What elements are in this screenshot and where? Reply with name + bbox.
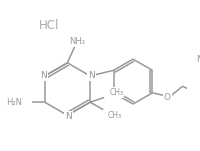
Text: CH₃: CH₃ xyxy=(109,88,123,97)
Text: O: O xyxy=(164,93,171,102)
Text: CH₃: CH₃ xyxy=(107,111,122,120)
Text: N: N xyxy=(40,71,47,80)
Text: NH₂: NH₂ xyxy=(69,37,85,46)
Text: H₂N: H₂N xyxy=(6,98,22,107)
Text: N: N xyxy=(88,71,94,80)
Text: N: N xyxy=(196,55,200,64)
Text: N: N xyxy=(65,112,72,121)
Text: HCl: HCl xyxy=(39,19,59,32)
